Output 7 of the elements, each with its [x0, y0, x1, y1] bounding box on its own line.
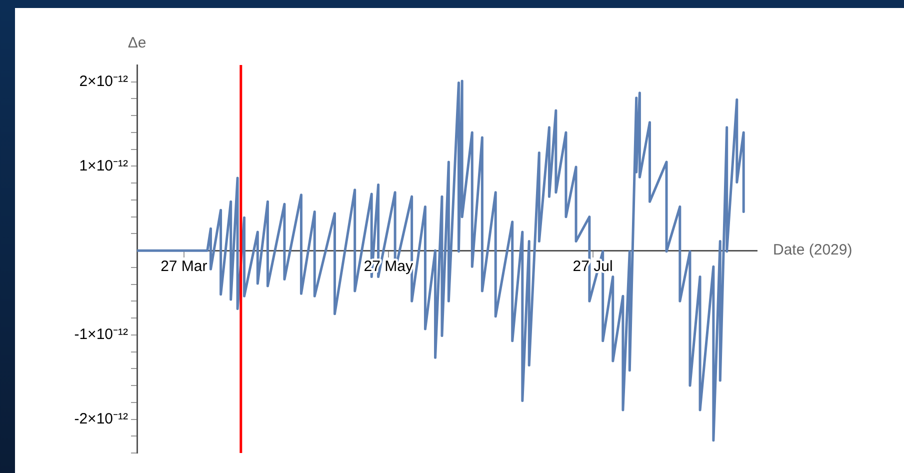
y-tick-label: 2×10⁻¹² [79, 73, 128, 90]
y-tick-label: 1×10⁻¹² [79, 157, 128, 174]
x-tick-label: 27 Mar [160, 258, 208, 276]
x-axis-title: Date (2029) [773, 242, 852, 259]
y-axis-title: Δe [128, 34, 146, 52]
y-tick-label: -2×10⁻¹² [74, 410, 128, 428]
y-tick-label: -1×10⁻¹² [74, 326, 128, 344]
